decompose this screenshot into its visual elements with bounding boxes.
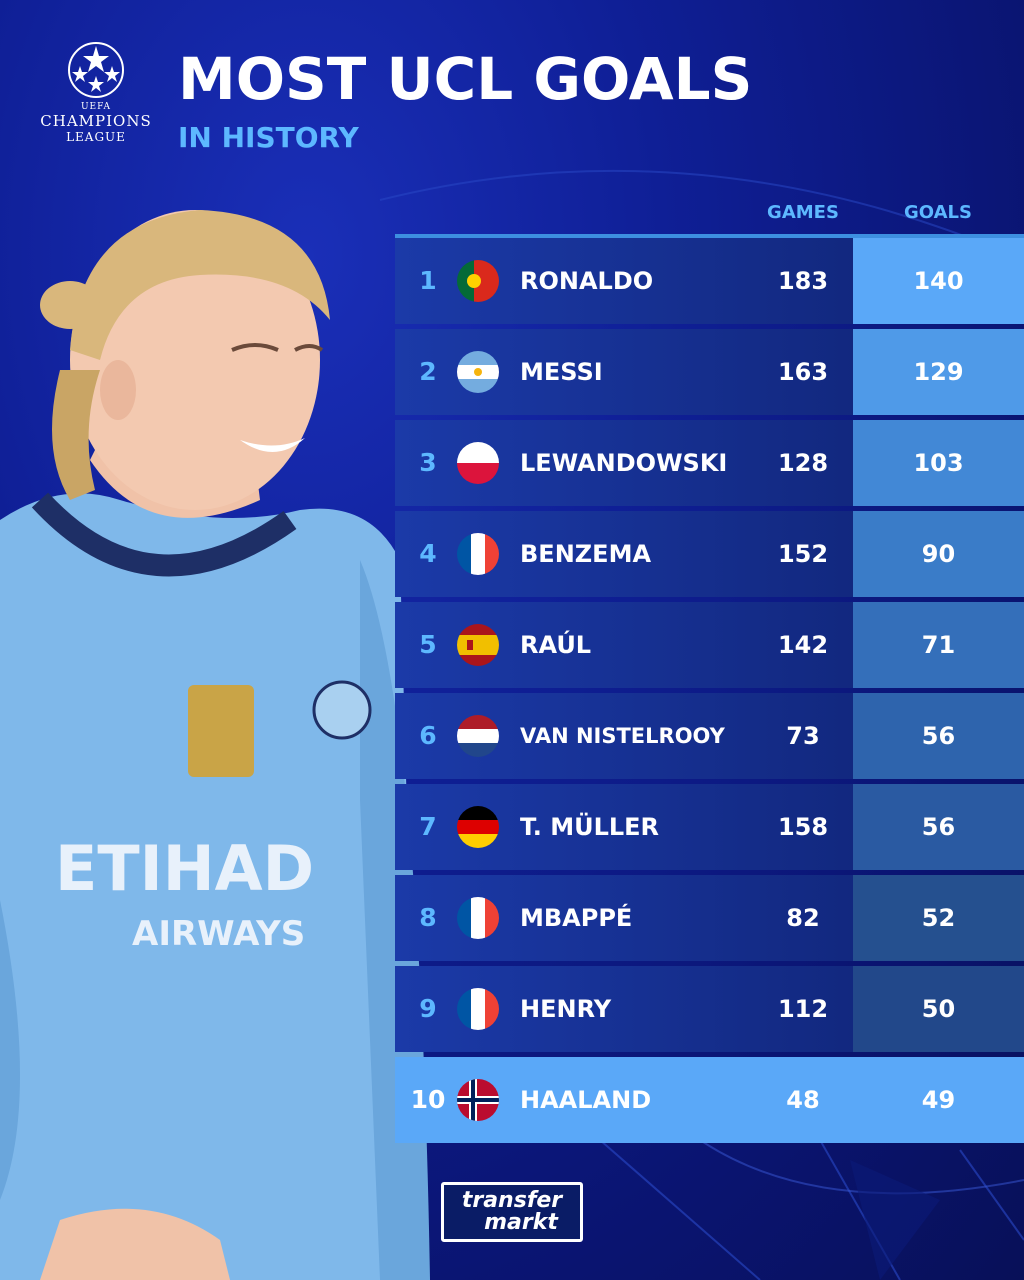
games-value: 158: [777, 813, 829, 841]
logo-league-text: LEAGUE: [66, 130, 126, 144]
table-row: 1 RONALDO 183 140: [395, 238, 1024, 324]
rank-number: 8: [419, 903, 437, 932]
transfermarkt-logo: transfer markt: [441, 1182, 583, 1242]
table-row: 6 VAN NISTELROOY 73 56: [395, 693, 1024, 779]
shirt-sponsor-line1: ETIHAD: [55, 832, 314, 905]
games-column-header: GAMES: [767, 202, 839, 223]
page-subtitle: IN HISTORY: [178, 121, 359, 154]
goals-value: 56: [921, 813, 956, 841]
table-row: 4 BENZEMA 152 90: [395, 511, 1024, 597]
player-photo: ETIHAD AIRWAYS: [0, 210, 430, 1280]
france-flag-icon: [457, 897, 499, 939]
player-name: MBAPPÉ: [520, 904, 633, 932]
goals-value: 56: [921, 722, 956, 750]
netherlands-flag-icon: [457, 715, 499, 757]
france-flag-icon: [457, 533, 499, 575]
rank-number: 7: [419, 812, 437, 841]
argentina-flag-icon: [457, 351, 499, 393]
page-title: MOST UCL GOALS: [178, 45, 753, 113]
rank-number: 1: [419, 266, 437, 295]
goals-cell: [853, 511, 1024, 597]
games-value: 163: [777, 358, 829, 386]
games-value: 128: [777, 449, 829, 477]
player-name: T. MÜLLER: [520, 813, 660, 841]
goals-value: 140: [913, 267, 964, 295]
table-row: 2 MESSI 163 129: [395, 329, 1024, 415]
starball-icon: [68, 42, 124, 98]
goals-cell: [853, 420, 1024, 506]
table-row: 8 MBAPPÉ 82 52: [395, 875, 1024, 961]
rank-number: 3: [419, 448, 437, 477]
shirt-sponsor-line2: AIRWAYS: [132, 914, 305, 954]
player-name: VAN NISTELROOY: [520, 724, 725, 748]
goals-value: 71: [921, 631, 956, 659]
germany-flag-icon: [457, 806, 499, 848]
table-top-line: [395, 234, 1024, 238]
france-flag-icon: [457, 988, 499, 1030]
goals-value: 129: [913, 358, 964, 386]
player-name: BENZEMA: [520, 540, 652, 568]
goals-cell: [853, 329, 1024, 415]
goals-value: 50: [921, 995, 956, 1023]
rank-number: 9: [419, 994, 437, 1023]
player-name: RAÚL: [520, 631, 592, 659]
brand-line1: transfer: [461, 1188, 563, 1213]
rank-number: 4: [419, 539, 437, 568]
rank-number: 5: [419, 630, 437, 659]
table-row: 5 RAÚL 142 71: [395, 602, 1024, 688]
spain-flag-icon: [457, 624, 499, 666]
table-row: 7 T. MÜLLER 158 56: [395, 784, 1024, 870]
goals-value: 90: [921, 540, 956, 568]
goals-cell: [853, 238, 1024, 324]
games-value: 112: [777, 995, 829, 1023]
player-name: LEWANDOWSKI: [520, 449, 728, 477]
rank-number: 2: [419, 357, 437, 386]
champions-league-logo: UEFA CHAMPIONS LEAGUE: [30, 40, 162, 164]
table-row: 3 LEWANDOWSKI 128 103: [395, 420, 1024, 506]
goals-cell: [853, 1057, 1024, 1143]
poland-flag-icon: [457, 442, 499, 484]
player-name: HAALAND: [520, 1086, 652, 1114]
table-row: 9 HENRY 112 50: [395, 966, 1024, 1052]
table-row: 10 HAALAND 48 49: [395, 1057, 1024, 1143]
games-value: 183: [777, 267, 829, 295]
games-value: 142: [777, 631, 829, 659]
goals-cell: [853, 966, 1024, 1052]
games-value: 48: [786, 1086, 820, 1114]
player-name: RONALDO: [520, 267, 654, 295]
player-name: MESSI: [520, 358, 603, 386]
games-value: 82: [786, 904, 820, 932]
goals-value: 49: [921, 1086, 956, 1114]
goals-cell: [853, 784, 1024, 870]
games-value: 152: [777, 540, 829, 568]
player-name: HENRY: [520, 995, 612, 1023]
games-value: 73: [786, 722, 820, 750]
goals-value: 52: [921, 904, 956, 932]
norway-flag-icon: [457, 1079, 499, 1121]
portugal-flag-icon: [457, 260, 499, 302]
rank-number: 6: [419, 721, 437, 750]
logo-champions-text: CHAMPIONS: [40, 112, 152, 130]
goals-cell: [853, 693, 1024, 779]
logo-uefa-text: UEFA: [80, 102, 112, 112]
goals-column-header: GOALS: [904, 202, 972, 223]
rank-number: 10: [410, 1085, 446, 1114]
goals-value: 103: [913, 449, 964, 477]
goals-cell: [853, 875, 1024, 961]
brand-line2: markt: [484, 1210, 558, 1235]
goals-cell: [853, 602, 1024, 688]
